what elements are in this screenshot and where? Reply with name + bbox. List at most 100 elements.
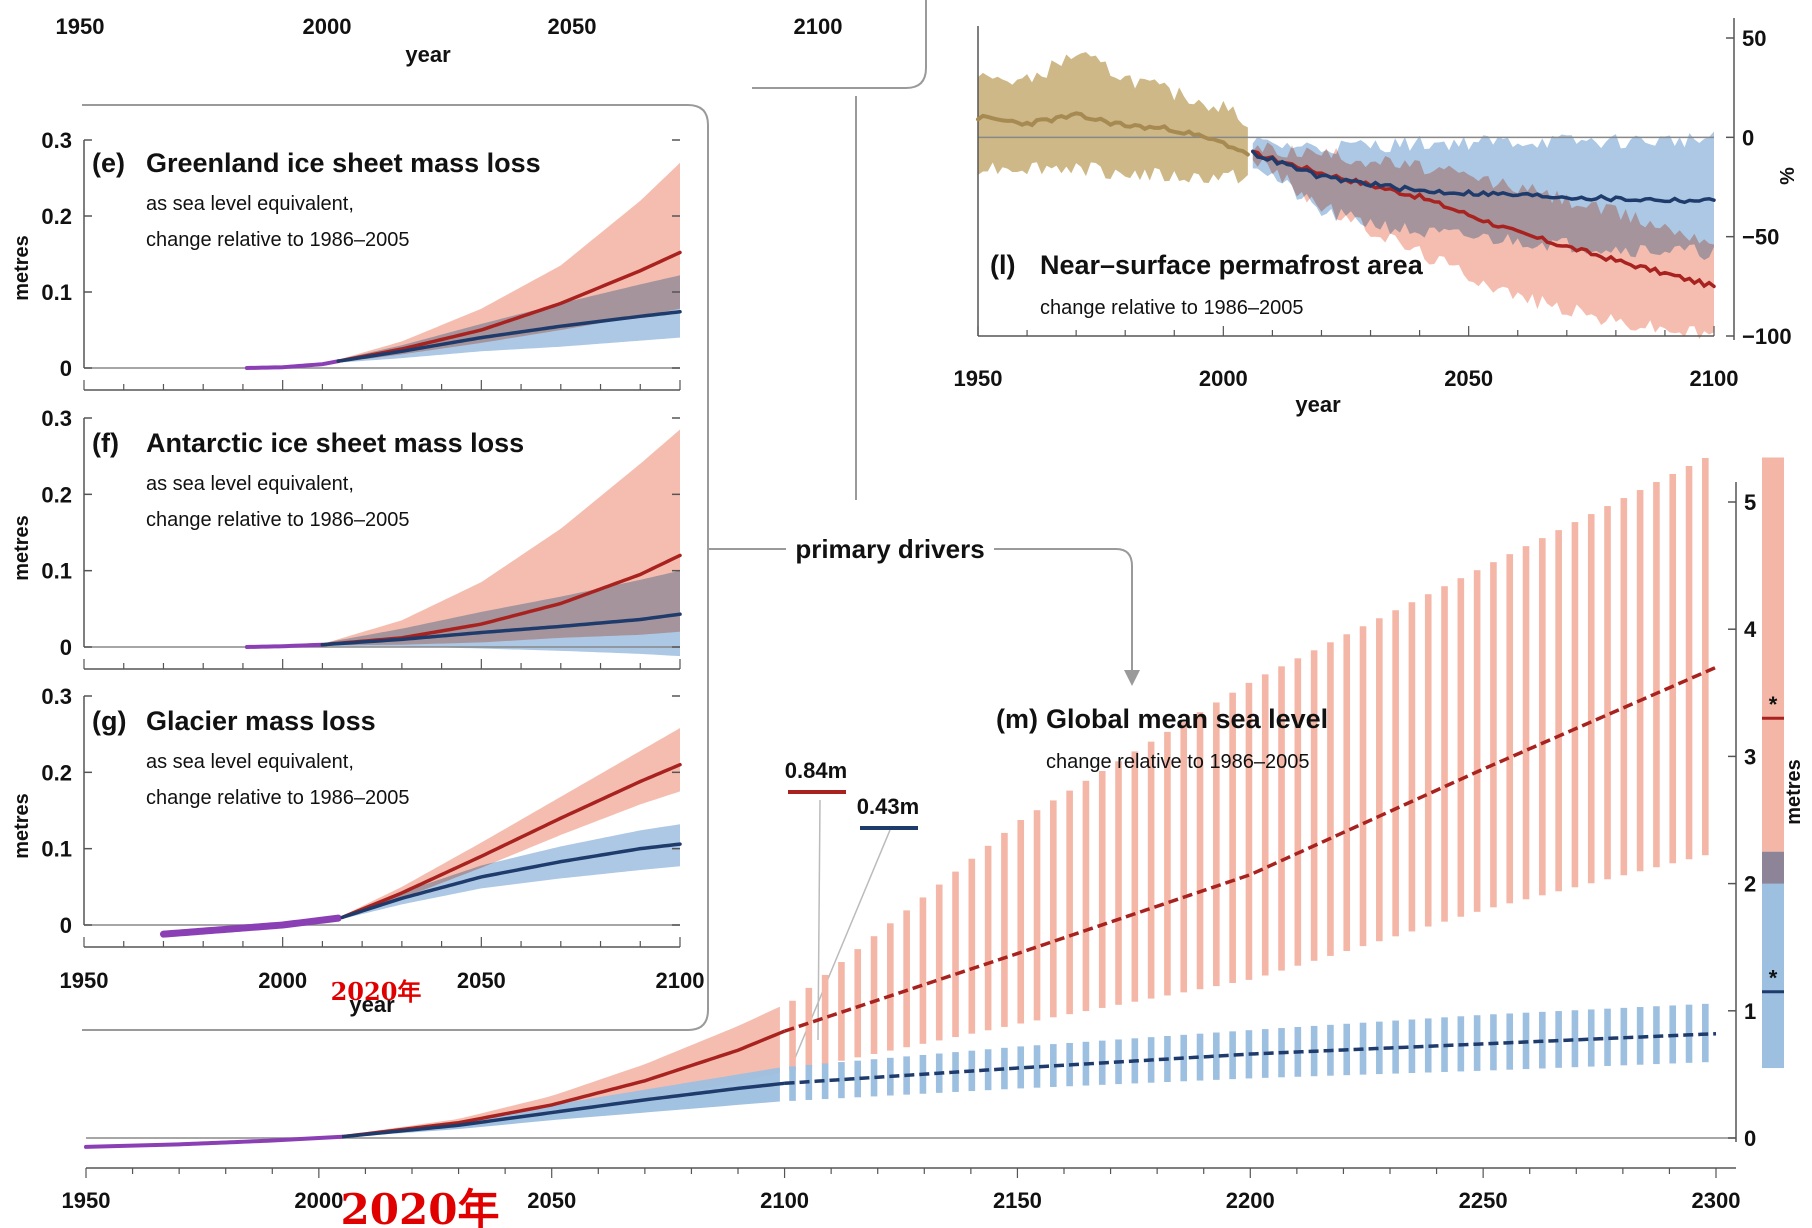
band-bar-high <box>952 871 959 1038</box>
annotation-small: 2020年 <box>331 977 422 1006</box>
x-tick-label-2100: 2100 <box>656 968 705 993</box>
band-bar-high <box>1636 490 1644 872</box>
band-bar-high <box>854 949 862 1058</box>
line-high <box>336 250 682 363</box>
band-bar-high <box>1229 692 1236 984</box>
band-bar-low <box>1001 1047 1008 1090</box>
permafrost-sub: change relative to 1986–2005 <box>1040 297 1304 319</box>
band-bar-high <box>789 1000 796 1071</box>
y-tick-label-0: 0 <box>60 913 72 938</box>
band-bar-high <box>1082 780 1090 1012</box>
line-historical <box>244 359 341 370</box>
band-bar-high <box>1310 650 1318 961</box>
y-tick-label-0.3: 0.3 <box>41 406 72 431</box>
leader-high <box>817 799 821 1041</box>
band-bar-high <box>1050 800 1057 1018</box>
band-bar-low <box>1196 1033 1204 1081</box>
band-bar-high <box>1033 810 1041 1021</box>
band-bar-high <box>1278 666 1285 971</box>
glacier-title: Glacier mass loss <box>146 706 376 736</box>
band-bar-high <box>1327 642 1334 956</box>
line-low <box>320 612 682 647</box>
band-bar-high <box>984 845 992 1031</box>
range-overlap <box>1762 851 1784 884</box>
antarctic-sub1: as sea level equivalent, <box>146 473 354 495</box>
band-bar-high <box>1066 790 1073 1015</box>
band-bar-high <box>1587 514 1595 884</box>
range-bar-2300: ** <box>1762 457 1784 1069</box>
antarctic-letter: (f) <box>92 428 119 458</box>
line-high <box>340 762 682 920</box>
glacier-plot: 1950 2000 2050 2100 0 0.1 0.2 0.3 <box>41 684 704 993</box>
x-tick-label-2000: 2000 <box>258 968 307 993</box>
primary-drivers-label: primary drivers <box>795 534 984 564</box>
antarctic-plot: 0 0.1 0.2 0.3 <box>41 406 682 670</box>
y-tick-label-0.3: 0.3 <box>41 684 72 709</box>
band-bar-high <box>1017 820 1025 1024</box>
range-low-marker: * <box>1769 966 1778 991</box>
band-bar-high <box>1261 674 1269 976</box>
top-tick-2050: 2050 <box>548 14 597 39</box>
y-tick-label-0: 0 <box>1742 125 1754 150</box>
glacier-xlabel: year <box>349 992 395 1017</box>
top-tick-2100: 2100 <box>794 14 843 39</box>
band-bar-high <box>1294 658 1302 966</box>
greenland-sub1: as sea level equivalent, <box>146 193 354 215</box>
band-bar-high <box>1245 682 1253 980</box>
panel-permafrost: 1950 2000 2050 2100−100 −50 0 50 (l) Near–surf… <box>954 18 1799 417</box>
y-tick-label-1: 1 <box>1744 999 1756 1024</box>
band-bar-low <box>1604 1008 1611 1066</box>
band-bar-high <box>1408 602 1416 932</box>
band-bar-low <box>1392 1020 1399 1074</box>
panel-glacier: 1950 2000 2050 2100 0 0.1 0.2 0.3 (g) Glacier m… <box>11 684 704 1017</box>
band-bar-high <box>1424 594 1432 927</box>
greenland-sub2: change relative to 1986–2005 <box>146 229 410 251</box>
band-bar-high <box>1685 466 1693 860</box>
line-historical <box>244 642 325 649</box>
band-bar-high <box>1001 832 1008 1027</box>
band-bar-high <box>1490 562 1497 908</box>
band-bar-low <box>870 1059 878 1097</box>
panel-antarctic: 0 0.1 0.2 0.3 (f) Antarctic ice sheet mass … <box>11 406 682 670</box>
band-high <box>342 728 680 919</box>
glacier-letter: (g) <box>92 706 126 736</box>
line-low-extended <box>784 1031 1717 1086</box>
drivers-arrowhead <box>1124 670 1140 686</box>
drivers-arrow <box>994 548 1133 680</box>
top-strip: 1950 2000 2050 2100 year <box>56 14 843 67</box>
band-bar-low <box>838 1062 845 1099</box>
band-bar-low <box>821 1063 829 1100</box>
top-xlabel: year <box>405 42 451 67</box>
band-bar-high <box>1180 722 1188 993</box>
antarctic-title: Antarctic ice sheet mass loss <box>146 428 524 458</box>
y-tick-label-0: 0 <box>60 635 72 660</box>
y-tick-label-0.2: 0.2 <box>41 760 72 785</box>
band-bar-low <box>1213 1032 1220 1080</box>
band-historical <box>978 52 1248 184</box>
y-tick-label-0.1: 0.1 <box>41 280 72 305</box>
band-bar-high <box>1115 761 1122 1005</box>
y-tick-label-0.2: 0.2 <box>41 204 72 229</box>
y-tick-label-5: 5 <box>1744 490 1756 515</box>
band-low <box>342 1067 780 1138</box>
band-bar-high <box>1473 570 1481 912</box>
line-historical <box>976 111 1250 157</box>
greenland-ylabel: metres <box>11 235 33 301</box>
line-high-extended <box>784 665 1717 1033</box>
x-tick-label-2050: 2050 <box>457 968 506 993</box>
band-bar-high <box>1343 634 1351 952</box>
permafrost-xlabel: year <box>1295 392 1341 417</box>
x-tick-label-1950: 1950 <box>954 366 1003 391</box>
x-tick-label-2050: 2050 <box>1444 366 1493 391</box>
band-bar-high <box>1131 751 1139 1002</box>
band-bar-high <box>821 974 829 1065</box>
top-tick-2000: 2000 <box>303 14 352 39</box>
greenland-title: Greenland ice sheet mass loss <box>146 148 541 178</box>
line-historical <box>84 1134 345 1149</box>
band-bar-high <box>870 936 878 1054</box>
x-tick-label-2200: 2200 <box>1226 1188 1275 1213</box>
permafrost-ylabel: % <box>1777 167 1799 185</box>
band-bar-high <box>1164 731 1171 996</box>
y-tick-label-0: 0 <box>60 356 72 381</box>
